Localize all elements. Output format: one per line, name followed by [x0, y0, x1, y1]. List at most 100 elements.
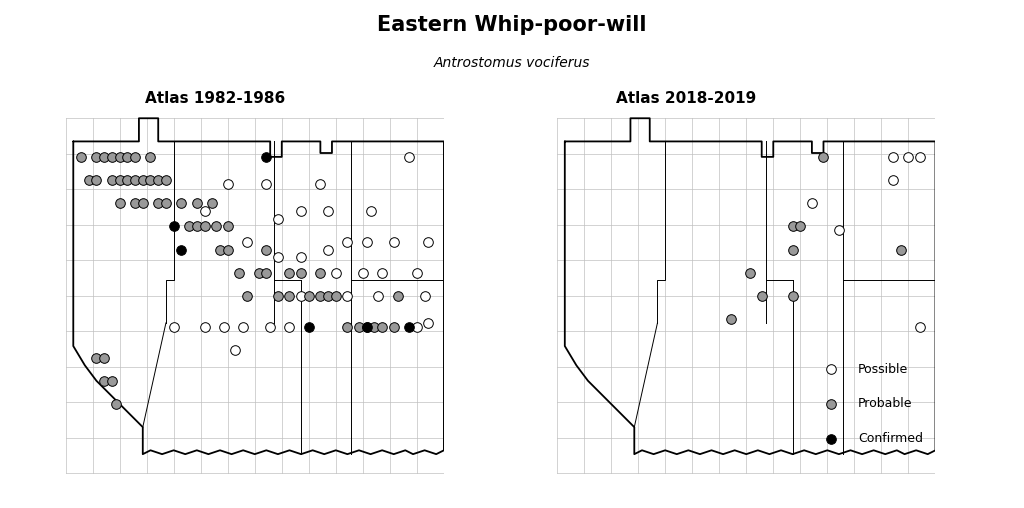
- Text: Possible: Possible: [858, 363, 908, 376]
- Point: [197, 223, 213, 231]
- Point: [81, 176, 97, 184]
- Point: [885, 176, 901, 184]
- Point: [197, 207, 213, 215]
- Text: Eastern Whip-poor-will: Eastern Whip-poor-will: [377, 15, 647, 35]
- Point: [103, 176, 120, 184]
- Point: [269, 214, 286, 223]
- Point: [793, 223, 809, 231]
- Point: [158, 176, 174, 184]
- Text: Atlas 2018-2019: Atlas 2018-2019: [616, 91, 756, 107]
- Point: [269, 253, 286, 261]
- Point: [227, 346, 244, 354]
- Point: [112, 153, 128, 161]
- Point: [911, 153, 928, 161]
- Point: [88, 176, 104, 184]
- Point: [885, 153, 901, 161]
- Point: [166, 223, 182, 231]
- Point: [119, 176, 135, 184]
- Point: [282, 323, 298, 331]
- Point: [258, 153, 274, 161]
- Point: [173, 199, 189, 207]
- Point: [351, 323, 368, 331]
- Point: [127, 153, 143, 161]
- Point: [208, 223, 224, 231]
- Point: [258, 269, 274, 277]
- Point: [88, 354, 104, 362]
- Point: [216, 323, 232, 331]
- Point: [96, 354, 113, 362]
- Point: [362, 207, 379, 215]
- Point: [219, 245, 236, 253]
- Point: [328, 269, 344, 277]
- Point: [804, 199, 820, 207]
- Point: [212, 245, 228, 253]
- Point: [409, 323, 425, 331]
- Point: [188, 223, 205, 231]
- Point: [219, 223, 236, 231]
- Point: [784, 292, 801, 300]
- Point: [420, 319, 436, 327]
- Point: [127, 176, 143, 184]
- Point: [88, 153, 104, 161]
- Point: [269, 292, 286, 300]
- Point: [173, 245, 189, 253]
- Point: [319, 245, 336, 253]
- Point: [784, 245, 801, 253]
- Point: [386, 238, 402, 246]
- Point: [823, 400, 840, 408]
- Point: [282, 269, 298, 277]
- Point: [134, 176, 151, 184]
- Point: [358, 238, 375, 246]
- Point: [389, 292, 406, 300]
- Point: [319, 207, 336, 215]
- Point: [258, 180, 274, 188]
- Point: [112, 199, 128, 207]
- Point: [151, 199, 167, 207]
- Point: [328, 292, 344, 300]
- Point: [354, 269, 371, 277]
- Point: [358, 323, 375, 331]
- Point: [893, 245, 909, 253]
- Point: [219, 180, 236, 188]
- Point: [784, 223, 801, 231]
- Point: [417, 292, 433, 300]
- Point: [151, 176, 167, 184]
- Point: [312, 292, 329, 300]
- Point: [142, 176, 159, 184]
- Point: [258, 245, 274, 253]
- Point: [301, 323, 317, 331]
- Point: [293, 292, 309, 300]
- Point: [108, 400, 124, 408]
- Point: [830, 226, 847, 234]
- Point: [166, 323, 182, 331]
- Point: [319, 292, 336, 300]
- Point: [158, 199, 174, 207]
- Point: [742, 269, 759, 277]
- Point: [134, 199, 151, 207]
- Point: [367, 323, 383, 331]
- Text: Probable: Probable: [858, 397, 912, 410]
- Point: [112, 176, 128, 184]
- Point: [96, 153, 113, 161]
- Point: [231, 269, 248, 277]
- Point: [339, 323, 355, 331]
- Point: [119, 153, 135, 161]
- Point: [293, 207, 309, 215]
- Point: [420, 238, 436, 246]
- Point: [204, 199, 220, 207]
- Point: [900, 153, 916, 161]
- Point: [370, 292, 386, 300]
- Point: [312, 269, 329, 277]
- Point: [911, 323, 928, 331]
- Point: [723, 315, 739, 323]
- Point: [339, 238, 355, 246]
- Point: [823, 435, 840, 443]
- Point: [239, 238, 255, 246]
- Point: [293, 253, 309, 261]
- Point: [127, 199, 143, 207]
- Text: Atlas 1982-1986: Atlas 1982-1986: [145, 91, 285, 107]
- Point: [251, 269, 267, 277]
- Point: [386, 323, 402, 331]
- Point: [312, 180, 329, 188]
- Point: [103, 377, 120, 385]
